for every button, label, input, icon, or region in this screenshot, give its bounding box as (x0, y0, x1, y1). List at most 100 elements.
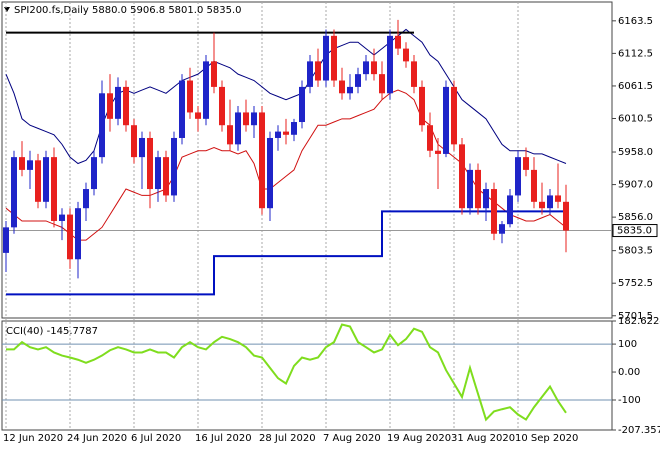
candle-body (139, 137, 145, 158)
y-tick-label: -100 (618, 395, 641, 406)
candle-body (235, 112, 241, 145)
x-tick-label: 24 Jun 2020 (67, 433, 127, 444)
y-tick-label: 100 (618, 339, 637, 350)
candle-body (419, 86, 425, 126)
y-tick-label: 6061.5 (618, 81, 653, 92)
y-tick-label: -207.357 (618, 425, 660, 436)
candle-body (451, 86, 457, 145)
candle-body (483, 189, 489, 209)
candle-body (499, 224, 505, 234)
candle-body (355, 74, 361, 87)
candle-body (131, 125, 137, 158)
x-tick-label: 28 Jul 2020 (259, 433, 316, 444)
candle-body (539, 201, 545, 209)
candle-body (83, 189, 89, 209)
candle-body (203, 61, 209, 119)
candle-body (291, 122, 297, 135)
candle-body (163, 157, 169, 196)
candle-body (371, 61, 377, 75)
candle-body (523, 157, 529, 170)
candle-body (59, 214, 65, 221)
candle-body (387, 35, 393, 94)
x-tick-label: 31 Aug 2020 (451, 433, 515, 444)
candle-body (339, 80, 345, 94)
candle-body (251, 112, 257, 126)
y-tick-label: 5907.0 (618, 180, 653, 191)
candle-body (187, 80, 193, 113)
candle-body (323, 35, 329, 81)
candle-body (211, 61, 217, 87)
candle-body (227, 125, 233, 145)
candle-body (443, 86, 449, 154)
candle-body (259, 112, 265, 209)
candle-body (363, 61, 369, 75)
candle-body (531, 169, 537, 202)
candle-body (43, 157, 49, 202)
candle-body (267, 137, 273, 209)
candle-body (379, 74, 385, 94)
candle-body (555, 195, 561, 202)
candle-body (19, 157, 25, 170)
y-tick-label: 182.6224 (618, 316, 660, 327)
candle-body (507, 195, 513, 225)
candle-body (563, 201, 569, 231)
candle-body (99, 93, 105, 158)
candle-body (107, 93, 113, 119)
candle-body (35, 160, 41, 202)
candle-body (427, 125, 433, 151)
candle-body (147, 137, 153, 190)
candle-body (347, 86, 353, 94)
x-tick-label: 19 Aug 2020 (387, 433, 451, 444)
x-tick-label: 7 Aug 2020 (323, 433, 381, 444)
candle-body (91, 157, 97, 190)
candle-body (283, 131, 289, 135)
chart-title: CCI(40) -145.7787 (6, 326, 98, 337)
candle-body (459, 144, 465, 209)
price-label: 5835.0 (617, 226, 652, 237)
y-tick-label: 5803.5 (618, 246, 653, 257)
y-tick-label: 6010.5 (618, 114, 653, 125)
candle-body (51, 157, 57, 221)
cci-panel (1, 320, 613, 431)
y-tick-label: 0.00 (618, 367, 640, 378)
candle-body (435, 150, 441, 154)
candle-body (115, 86, 121, 119)
x-tick-label: 10 Sep 2020 (515, 433, 578, 444)
menu-icon (4, 7, 10, 12)
price-panel (1, 1, 613, 319)
candle-body (275, 131, 281, 138)
candle-body (3, 227, 9, 253)
candle-body (411, 61, 417, 87)
candle-body (11, 157, 17, 228)
candle-body (491, 189, 497, 234)
y-tick-label: 6163.5 (618, 16, 653, 27)
y-tick-label: 6112.5 (618, 48, 653, 59)
candle-body (243, 112, 249, 126)
x-tick-label: 12 Jun 2020 (3, 433, 63, 444)
candle-body (307, 61, 313, 87)
candle-body (179, 80, 185, 138)
candle-body (299, 86, 305, 123)
candle-body (515, 157, 521, 196)
chart-title: SPI200.fs,Daily 5880.0 5906.8 5801.0 583… (14, 5, 241, 16)
candle-body (403, 48, 409, 62)
candle-body (155, 157, 161, 190)
candle-body (171, 137, 177, 196)
candle-body (315, 61, 321, 81)
candle-body (467, 169, 473, 209)
y-tick-label: 5958.0 (618, 147, 653, 158)
x-tick-label: 16 Jul 2020 (195, 433, 252, 444)
candle-body (395, 35, 401, 49)
candle-body (195, 112, 201, 119)
price-label-box (612, 224, 658, 238)
y-tick-label: 5701.5 (618, 311, 653, 322)
y-tick-label: 5752.5 (618, 278, 653, 289)
candle-body (75, 208, 81, 260)
x-tick-label: 6 Jul 2020 (131, 433, 181, 444)
candle-body (27, 160, 33, 170)
candle-body (219, 86, 225, 126)
line (6, 323, 567, 422)
candle-body (547, 195, 553, 209)
